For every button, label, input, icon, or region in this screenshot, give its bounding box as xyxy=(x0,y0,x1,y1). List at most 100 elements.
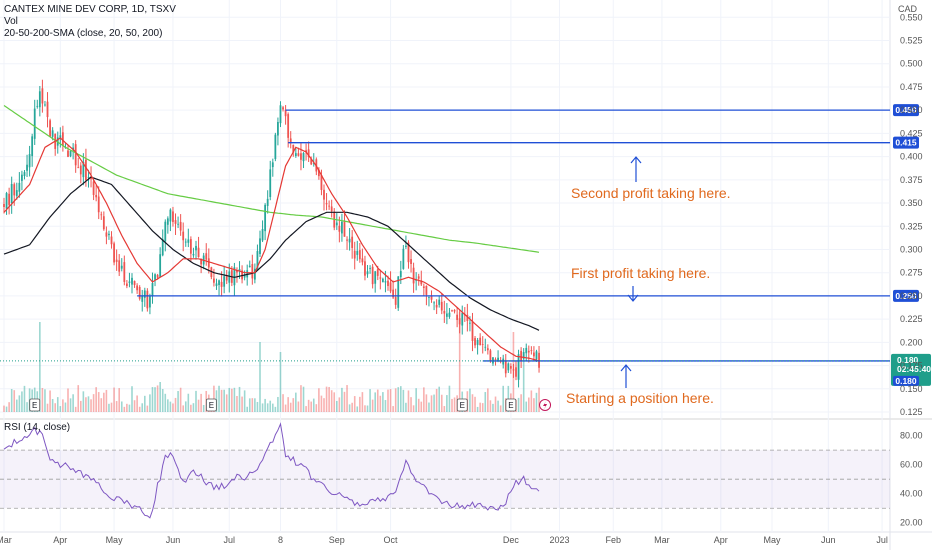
volume-bar xyxy=(159,382,161,412)
candle-body xyxy=(36,105,39,107)
candle-body xyxy=(123,262,126,282)
candle-body xyxy=(28,154,31,168)
last-price-level-badge xyxy=(893,375,919,386)
candle-body xyxy=(92,181,95,195)
earnings-marker-label: E xyxy=(209,401,214,410)
candle-body xyxy=(271,162,274,168)
volume-bar xyxy=(164,393,167,412)
volume-bar xyxy=(402,389,405,412)
earnings-marker[interactable] xyxy=(205,398,217,412)
candle-body xyxy=(305,150,307,153)
candle-body xyxy=(348,238,351,243)
candle-body xyxy=(425,285,428,295)
earnings-marker[interactable] xyxy=(456,398,468,412)
candle-body xyxy=(456,314,459,320)
volume-bar xyxy=(256,401,259,412)
time-tick-label: Apr xyxy=(53,535,67,545)
candle-body xyxy=(261,229,264,241)
candle-body xyxy=(100,214,103,216)
price-tick-label: 0.525 xyxy=(900,36,923,46)
volume-bar xyxy=(282,394,284,412)
candle-body xyxy=(184,241,187,243)
candle-body xyxy=(422,286,425,289)
candle-body xyxy=(274,134,277,160)
candle-body xyxy=(87,176,90,178)
candle-body xyxy=(79,165,82,175)
candle-body xyxy=(264,204,267,232)
volume-bar xyxy=(51,399,54,412)
candle-body xyxy=(479,337,482,346)
last-price-label: 0.180 xyxy=(897,355,919,365)
annotation-text[interactable]: Starting a position here. xyxy=(566,390,714,406)
time-tick-label: Jun xyxy=(166,535,181,545)
volume-bar xyxy=(133,400,136,412)
volume-bar xyxy=(371,399,374,412)
volume-bar xyxy=(333,392,336,412)
volume-bar xyxy=(100,398,103,412)
time-tick-label: Feb xyxy=(606,535,622,545)
candle-body xyxy=(33,108,36,139)
annotations: Second profit taking here. First profit t… xyxy=(566,156,731,406)
volume-bar xyxy=(179,387,182,412)
price-axis[interactable]: 0.550 0.525 0.500 0.475 0.450 0.425 0.400 0.375… xyxy=(900,12,923,527)
candle-body xyxy=(364,261,366,276)
candle-body xyxy=(253,268,256,280)
volume-bar xyxy=(18,395,21,412)
price-tick-label: 0.550 xyxy=(900,12,923,22)
candle-body xyxy=(481,344,484,345)
volume-bar xyxy=(307,399,310,412)
volume-bar xyxy=(126,403,128,412)
volume-bar xyxy=(353,396,356,412)
price-tick-label: 0.150 xyxy=(900,384,923,394)
candle-body xyxy=(527,350,530,353)
candle-body xyxy=(225,275,228,281)
volume-bar xyxy=(318,388,320,412)
annotation-text[interactable]: First profit taking here. xyxy=(571,265,710,281)
candle-body xyxy=(351,236,354,248)
candle-body xyxy=(108,233,110,236)
volume-bar xyxy=(195,390,197,412)
volume-bar xyxy=(220,389,223,412)
candle-body xyxy=(120,265,123,269)
moving-averages xyxy=(3,105,540,362)
volume-bar xyxy=(44,389,46,412)
volume-bar xyxy=(346,385,348,412)
volume-bar xyxy=(487,388,489,412)
candle-body xyxy=(256,251,259,271)
candle-body xyxy=(282,107,284,110)
volume-bar xyxy=(400,386,402,412)
candle-body xyxy=(448,312,451,317)
volume-bar xyxy=(149,394,151,412)
volume-bar xyxy=(108,403,110,412)
sma-label: 20-50-200-SMA (close, 20, 50, 200) xyxy=(4,28,162,39)
level-axis-label: 0.415 xyxy=(895,138,917,148)
candle-body xyxy=(461,313,464,326)
candle-body xyxy=(410,259,412,265)
volume-bar xyxy=(407,390,410,412)
candle-body xyxy=(435,304,438,308)
candle-body xyxy=(266,198,269,206)
candle-body xyxy=(430,296,433,300)
volume-bar xyxy=(394,388,397,412)
candle-body xyxy=(476,340,479,345)
volume-bar xyxy=(123,406,126,412)
candle-body xyxy=(182,231,185,241)
volume-bar xyxy=(46,403,49,412)
volume-bar xyxy=(202,405,205,412)
candle-body xyxy=(125,283,128,287)
rsi-pane[interactable] xyxy=(0,420,890,532)
volume-bar xyxy=(231,388,233,412)
candle-body xyxy=(174,220,177,224)
annotation-text[interactable]: Second profit taking here. xyxy=(571,185,731,201)
earnings-marker[interactable] xyxy=(505,398,517,412)
time-axis[interactable]: Mar Apr May Jun Jul 8 Sep Oct Dec 2023 Feb Mar Apr Ma… xyxy=(0,535,888,545)
volume-bar xyxy=(118,388,120,412)
candle-body xyxy=(82,161,85,178)
volume-bar xyxy=(3,405,5,412)
price-pane[interactable] xyxy=(0,0,890,418)
candle-body xyxy=(381,278,384,283)
earnings-marker[interactable] xyxy=(29,398,41,412)
candle-body xyxy=(269,169,272,197)
candle-body xyxy=(502,358,505,365)
